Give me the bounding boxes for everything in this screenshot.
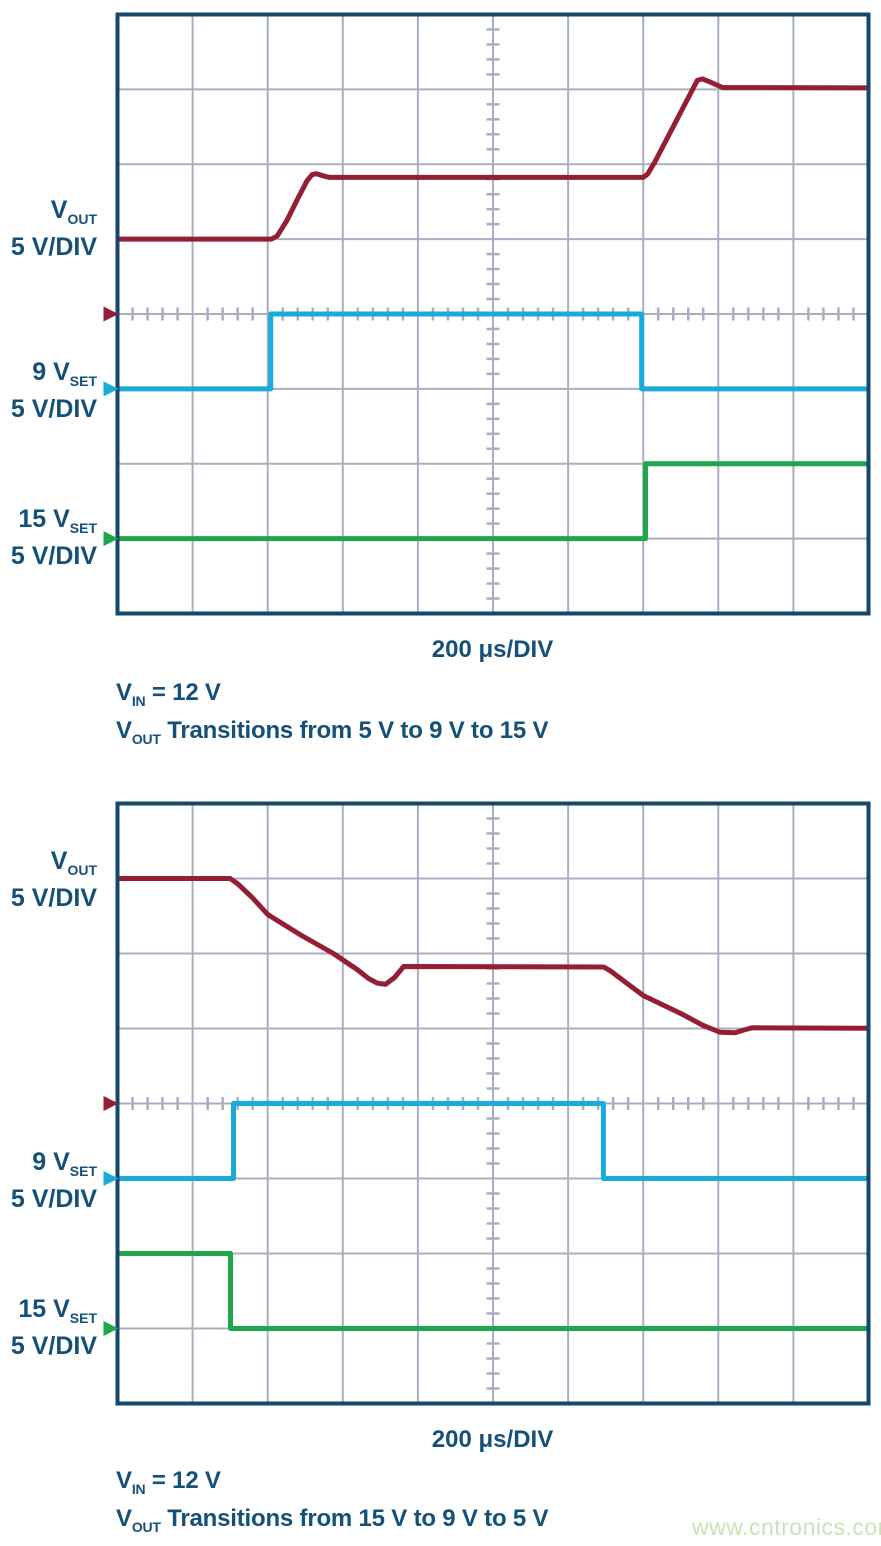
caption-subscript: OUT: [131, 1518, 161, 1535]
channel-scale: 5 V/DIV: [10, 884, 97, 912]
channel-name-subscript: SET: [69, 1310, 97, 1326]
caption-line-transitions: VOUT Transitions from 5 V to 9 V to 15 V: [116, 716, 549, 754]
channel-name-text: 9 V: [32, 358, 70, 386]
channel-name: VOUT: [0, 847, 97, 884]
channel-scale: 5 V/DIV: [10, 1185, 97, 1213]
channel-name-subscript: SET: [69, 520, 97, 536]
channel-name-text: V: [50, 847, 68, 875]
channel-scale: 5 V/DIV: [10, 395, 97, 423]
channel-name: VOUT: [0, 196, 97, 233]
caption-text: = 12 V: [145, 1467, 221, 1494]
trace-set9: [117, 311, 869, 392]
channel-name-subscript: SET: [69, 1163, 97, 1179]
oscilloscope-plot-1: [103, 12, 871, 616]
caption-text: Transitions from 15 V to 9 V to 5 V: [160, 1504, 549, 1532]
caption-text: = 12 V: [145, 679, 221, 706]
ground-marker-set9: [103, 1171, 119, 1186]
time-scale-label-2: 200 μs/DIV: [431, 1426, 554, 1453]
trace-vout: [117, 876, 869, 1036]
channel-label-15vset-2: 15 VSET 5 V/DIV: [0, 1295, 97, 1360]
channel-name: 15 VSET: [0, 505, 97, 542]
channel-label-9vset-1: 9 VSET 5 V/DIV: [0, 358, 97, 423]
ground-marker-set15: [103, 531, 119, 547]
trace-set15: [117, 461, 869, 542]
channel-name-text: 15 V: [18, 1295, 70, 1323]
channel-scale: 5 V/DIV: [10, 1332, 97, 1360]
ground-marker-vout: [103, 306, 119, 322]
channel-scale: 5 V/DIV: [10, 233, 97, 261]
trace-vout: [117, 76, 869, 242]
caption-2: VIN = 12 V VOUT Transitions from 15 V to…: [116, 1466, 549, 1542]
channel-label-15vset-1: 15 VSET 5 V/DIV: [0, 505, 97, 570]
caption-text: V: [116, 1467, 132, 1494]
channel-name-subscript: OUT: [67, 862, 97, 878]
caption-text: V: [116, 679, 132, 706]
caption-text: Transitions from 5 V to 9 V to 15 V: [160, 716, 549, 744]
watermark: www.cntronics.com: [692, 1514, 881, 1540]
caption-line-transitions: VOUT Transitions from 15 V to 9 V to 5 V: [116, 1504, 549, 1542]
trace-set9: [117, 1101, 869, 1181]
time-scale-label-1: 200 μs/DIV: [431, 636, 554, 663]
caption-line-vin: VIN = 12 V: [116, 1466, 548, 1504]
channel-name-text: V: [50, 196, 68, 224]
caption-subscript: OUT: [131, 730, 161, 747]
ground-marker-set15: [103, 1321, 119, 1336]
ground-marker-set9: [103, 381, 119, 397]
channel-name-text: 15 V: [18, 505, 70, 533]
channel-label-vout-1: VOUT 5 V/DIV: [0, 196, 97, 261]
channel-label-9vset-2: 9 VSET 5 V/DIV: [0, 1148, 97, 1213]
channel-name-subscript: SET: [69, 373, 97, 389]
caption-line-vin: VIN = 12 V: [116, 678, 548, 716]
caption-subscript: IN: [131, 692, 146, 709]
caption-subscript: IN: [131, 1480, 146, 1497]
channel-name-subscript: OUT: [67, 211, 97, 227]
channel-name-text: 9 V: [32, 1148, 70, 1176]
caption-text: V: [116, 1504, 132, 1532]
channel-name: 9 VSET: [0, 358, 97, 395]
channel-scale: 5 V/DIV: [10, 542, 97, 570]
channel-label-vout-2: VOUT 5 V/DIV: [0, 847, 97, 912]
caption-1: VIN = 12 V VOUT Transitions from 5 V to …: [116, 678, 549, 754]
caption-text: V: [116, 716, 132, 744]
ground-marker-vout: [103, 1096, 119, 1111]
channel-name: 9 VSET: [0, 1148, 97, 1185]
trace-set15: [117, 1251, 869, 1331]
oscilloscope-plot-2: [103, 801, 871, 1406]
channel-name: 15 VSET: [0, 1295, 97, 1332]
